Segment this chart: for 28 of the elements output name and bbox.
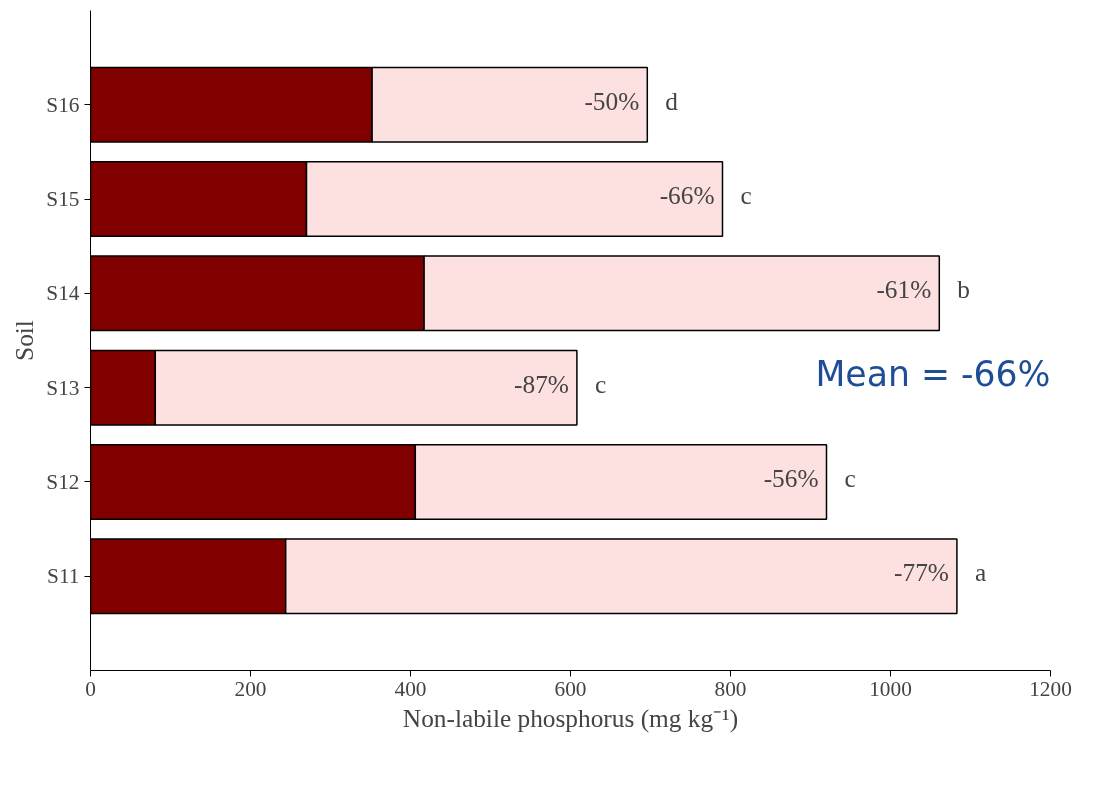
annotation: Mean = -66% [815, 353, 1051, 394]
annotation: -66% [659, 181, 715, 210]
y-tick-label: S12 [46, 469, 80, 494]
annotation: -87% [514, 369, 569, 398]
annotation: c [740, 181, 752, 210]
x-tick-label: 0 [85, 676, 96, 701]
x-tick-label: 600 [554, 676, 587, 701]
annotation: -77% [894, 558, 949, 587]
annotation: c [844, 463, 856, 492]
x-tick-label: 800 [714, 676, 747, 701]
x-tick-label: 400 [394, 676, 427, 701]
y-tick-label: S14 [46, 281, 80, 306]
annotation: c [594, 369, 607, 398]
annotation: -56% [763, 463, 819, 492]
y-tick-label: S11 [47, 564, 80, 589]
annotation: a [974, 558, 987, 587]
y-tick-label: S16 [46, 92, 80, 117]
y-tick-label: S15 [46, 187, 80, 212]
x-tick-label: 1200 [1029, 676, 1072, 701]
annotation: d [665, 86, 679, 115]
x-tick-label: 200 [234, 676, 267, 701]
annotation: -50% [584, 86, 640, 115]
annotation: b [957, 275, 970, 304]
y-tick-label: S13 [46, 375, 80, 400]
x-axis-title: Non-labile phosphorus (mg kg⁻¹) [402, 703, 739, 733]
y-axis-title: Soil [10, 320, 39, 361]
x-tick-label: 1000 [869, 676, 912, 701]
annotation: -61% [876, 275, 932, 304]
